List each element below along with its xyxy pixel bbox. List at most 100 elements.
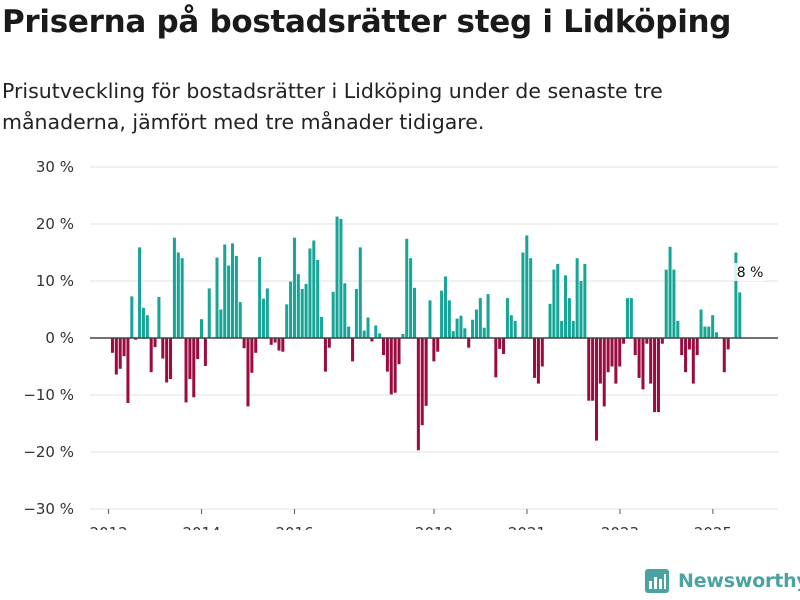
bar	[308, 248, 312, 338]
bar	[645, 338, 649, 344]
bar	[312, 240, 316, 338]
bar	[447, 300, 451, 338]
bar-chart: 30 % 20 % 10 % 0 % −10 % −20 % −30 % 2012 2014 20…	[23, 158, 778, 530]
bar	[598, 338, 602, 384]
bar	[323, 338, 327, 372]
bar	[525, 235, 529, 338]
bar	[459, 315, 463, 338]
bar	[432, 338, 436, 362]
bar	[482, 327, 486, 338]
bar	[196, 338, 200, 360]
bar	[405, 238, 409, 338]
bar	[242, 338, 246, 349]
x-tick-label: 2016	[275, 524, 313, 530]
bar	[521, 252, 525, 338]
bar	[192, 338, 196, 398]
bar	[358, 247, 362, 338]
bar	[641, 338, 645, 390]
bar	[316, 259, 320, 338]
bar	[486, 294, 490, 338]
bar	[502, 338, 506, 354]
bar	[304, 283, 308, 338]
bar	[509, 315, 513, 338]
bar	[629, 298, 633, 338]
bar	[343, 283, 347, 338]
bar	[664, 269, 668, 338]
bar	[285, 304, 289, 338]
bar	[680, 338, 684, 356]
bar	[564, 275, 568, 338]
bar	[711, 315, 715, 338]
bar	[409, 258, 413, 338]
y-tick-label: 10 %	[36, 272, 74, 290]
bar	[351, 338, 355, 362]
bar	[618, 338, 622, 367]
bar	[687, 338, 691, 350]
bar	[494, 338, 498, 378]
bar	[378, 333, 382, 338]
bar	[715, 332, 719, 338]
bar	[579, 281, 583, 338]
bar	[230, 243, 235, 338]
bar	[141, 307, 145, 338]
bar	[707, 326, 711, 338]
bar	[548, 303, 552, 338]
bar	[296, 274, 300, 338]
bar	[176, 252, 180, 338]
bar	[126, 338, 130, 403]
bar	[591, 338, 595, 401]
x-tick-label: 2014	[182, 524, 220, 530]
brand-logo[interactable]: Newsworthy	[644, 568, 800, 594]
bar	[416, 338, 420, 451]
bar	[300, 288, 304, 338]
bar	[261, 298, 265, 338]
bar	[440, 290, 444, 338]
bar	[455, 318, 459, 338]
bar	[157, 296, 161, 338]
bar	[339, 218, 343, 338]
bar	[703, 326, 707, 338]
bar	[258, 257, 262, 338]
bar	[327, 338, 331, 348]
x-tick-label: 2025	[694, 524, 732, 530]
bar	[292, 237, 296, 338]
bar	[374, 325, 378, 338]
bar	[161, 338, 165, 359]
bar	[463, 328, 467, 338]
bar	[571, 320, 575, 338]
bar	[200, 319, 204, 338]
bar	[215, 257, 219, 338]
bar	[149, 338, 153, 373]
y-tick-label: 20 %	[36, 215, 74, 233]
x-tick-label: 2019	[415, 524, 453, 530]
bar	[583, 263, 587, 338]
bar	[401, 334, 405, 338]
bar	[238, 302, 242, 338]
bar	[180, 258, 184, 338]
bar	[505, 298, 509, 338]
bar	[575, 258, 579, 338]
bar	[130, 296, 134, 338]
bar	[354, 288, 358, 338]
bar	[134, 338, 138, 340]
bar	[734, 252, 738, 338]
bar	[385, 338, 389, 372]
bar	[203, 338, 207, 366]
bar	[474, 309, 478, 338]
axes: 30 % 20 % 10 % 0 % −10 % −20 % −30 % 2012 2014 20…	[23, 158, 778, 530]
bar	[622, 338, 626, 344]
bar	[540, 338, 544, 367]
bar	[169, 338, 173, 380]
bar	[552, 269, 556, 338]
bar	[699, 309, 703, 338]
bar	[277, 338, 281, 351]
bar	[513, 320, 517, 338]
y-tick-label: −30 %	[23, 500, 74, 518]
bar	[347, 326, 351, 338]
bar	[471, 319, 475, 338]
bar	[610, 338, 614, 367]
bar	[118, 338, 122, 369]
bar	[467, 338, 471, 348]
bar	[362, 330, 366, 338]
bar	[153, 338, 157, 348]
